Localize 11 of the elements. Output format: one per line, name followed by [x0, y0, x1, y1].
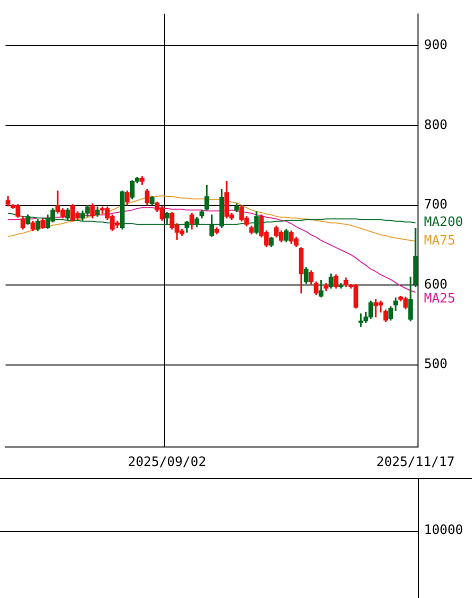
series-label: MA25	[424, 291, 456, 306]
y-tick-label: 800	[424, 118, 448, 133]
text: 10000	[424, 523, 464, 539]
y-tick-label: 900	[424, 38, 448, 54]
x-tick-label: 2025/11/17	[376, 455, 455, 470]
y-tick-label: 500	[424, 357, 448, 372]
y-tick-label: 700	[424, 198, 448, 213]
series-label: MA75	[424, 234, 456, 249]
y-tick-label: 600	[424, 277, 448, 292]
x-tick-label: 2025/09/02	[128, 455, 206, 470]
series-label: MA200	[424, 215, 464, 230]
